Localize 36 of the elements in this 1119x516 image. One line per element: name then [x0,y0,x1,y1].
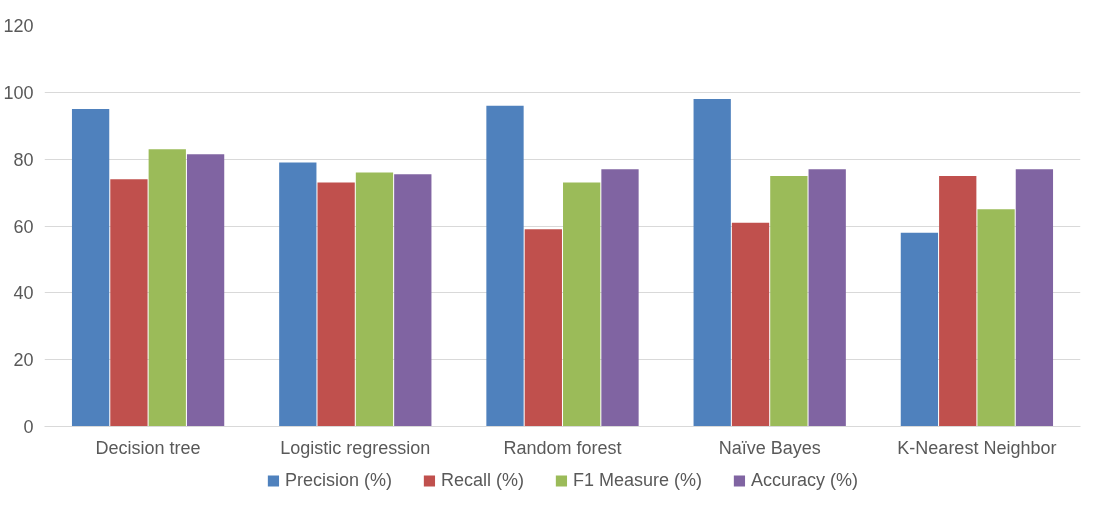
legend-label: Precision (%) [284,469,392,491]
y-tick-label: 0 [23,417,34,437]
bar [524,229,562,427]
legend-label: Accuracy (%) [751,469,859,491]
bar [601,169,639,427]
bar [110,179,148,427]
y-tick-label: 120 [3,16,34,36]
y-tick-label: 60 [13,216,34,237]
y-tick-label: 20 [13,350,34,371]
bar [394,174,432,427]
x-tick-label: Logistic regression [280,437,431,458]
bar [808,169,846,427]
legend-label: F1 Measure (%) [572,469,703,491]
x-tick-label: K-Nearest Neighbor [897,437,1057,458]
bar [148,149,186,427]
bar [731,222,770,427]
y-tick-label: 100 [3,82,34,103]
bar [71,109,110,427]
x-tick-label: Decision tree [95,437,201,458]
bar [977,209,1015,427]
bar [770,175,808,427]
bar [693,99,731,427]
bar [186,154,225,427]
legend-label: Recall (%) [440,469,524,491]
bar [1015,169,1054,427]
y-tick-label: 40 [13,283,34,304]
bar [563,182,601,427]
bar [279,162,317,427]
y-tick-label: 80 [13,149,34,170]
bar [486,105,524,427]
x-tick-label: Random forest [503,437,622,458]
bar [317,182,355,427]
bar [355,172,394,427]
bar [939,175,977,427]
bar [900,232,939,427]
x-tick-label: Naïve Bayes [718,437,821,458]
